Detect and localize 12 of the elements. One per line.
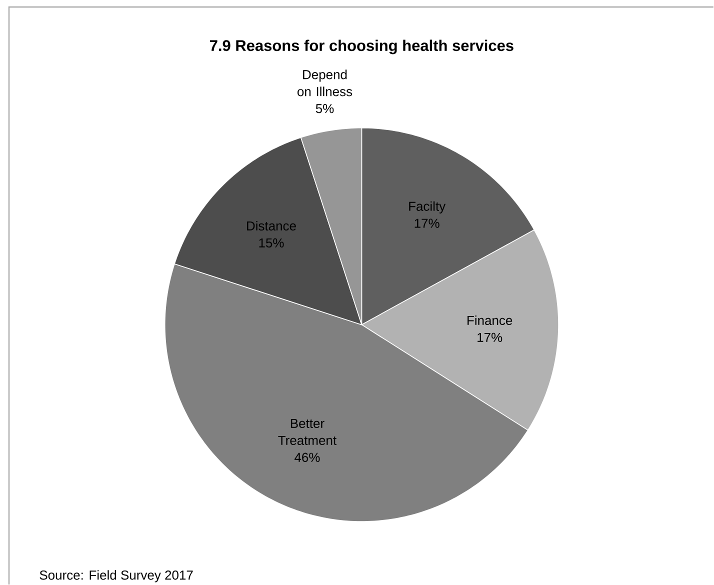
data-label: 15%: [259, 238, 284, 248]
slice-label: Distance: [247, 220, 296, 230]
data-label: 5%: [316, 104, 334, 114]
chart-title: 7.9 Reasons for choosing health services: [210, 40, 514, 54]
data-label: 17%: [478, 332, 502, 342]
source-note: Source: Field Survey 2017: [40, 570, 193, 582]
slice-label: Finance: [468, 315, 512, 325]
data-label: 46%: [294, 452, 320, 462]
slice-label: Better Treatment: [278, 418, 336, 445]
data-label: 17%: [414, 218, 440, 228]
slice-label: Facilty: [409, 201, 446, 214]
slice-label: Depend on Illness: [298, 70, 352, 96]
